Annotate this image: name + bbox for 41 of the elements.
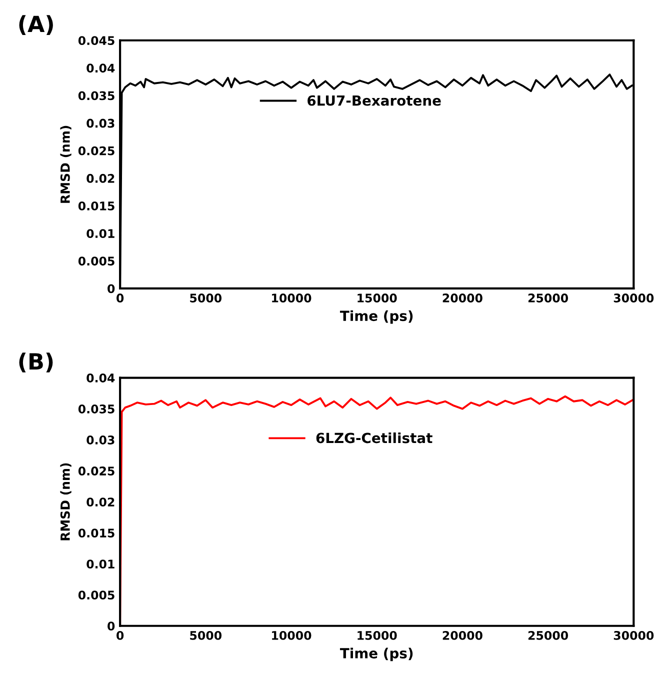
y-axis-title: RMSD (nm) (60, 463, 72, 540)
x-tick-label: 10000 (272, 630, 312, 640)
y-tick-label: 0.01 (86, 560, 114, 569)
x-tick-label: 0 (116, 294, 124, 302)
y-tick-label: 0 (108, 284, 115, 294)
y-tick-label: 0.04 (86, 374, 115, 382)
y-tick-label: 0.03 (86, 118, 114, 128)
y-tick-label: 0.01 (86, 229, 114, 238)
x-tick-label: 30000 (614, 630, 654, 640)
x-axis-title: Time (ps) (340, 648, 413, 662)
x-axis-title: Time (ps) (340, 310, 413, 324)
x-tick-label: 5000 (190, 294, 222, 302)
x-tick-label: 15000 (358, 630, 397, 640)
y-tick-label: 0.015 (78, 202, 114, 210)
legend-label: 6LZG-Cetilistat (316, 432, 432, 444)
y-tick-label: 0.015 (78, 528, 114, 538)
legend-label: 6LU7-Bexarotene (308, 95, 441, 106)
x-tick-label: 30000 (614, 294, 654, 302)
x-tick-label: 20000 (442, 630, 482, 640)
x-tick-label: 5000 (190, 630, 222, 640)
y-tick-label: 0.045 (78, 36, 114, 46)
y-tick-label: 0.025 (78, 466, 114, 476)
y-tick-label: 0.035 (78, 91, 114, 100)
y-tick-label: 0.03 (86, 436, 114, 444)
x-tick-label: 25000 (528, 630, 568, 640)
x-tick-label: 20000 (442, 294, 482, 302)
y-axis-title: RMSD (nm) (60, 126, 72, 203)
x-tick-label: 25000 (528, 294, 568, 302)
y-tick-label: 0.025 (78, 146, 114, 156)
y-tick-label: 0 (108, 622, 115, 631)
x-tick-label: 0 (116, 630, 124, 640)
x-tick-label: 15000 (358, 294, 397, 302)
chart-title: (A) (19, 15, 53, 35)
y-tick-label: 0.02 (86, 174, 114, 183)
y-tick-label: 0.04 (86, 64, 115, 73)
y-tick-label: 0.005 (78, 256, 114, 266)
chart-title: (B) (19, 352, 53, 372)
y-tick-label: 0.02 (86, 498, 114, 506)
x-tick-label: 10000 (272, 294, 312, 302)
y-tick-label: 0.005 (78, 590, 114, 600)
y-tick-label: 0.035 (78, 404, 114, 414)
